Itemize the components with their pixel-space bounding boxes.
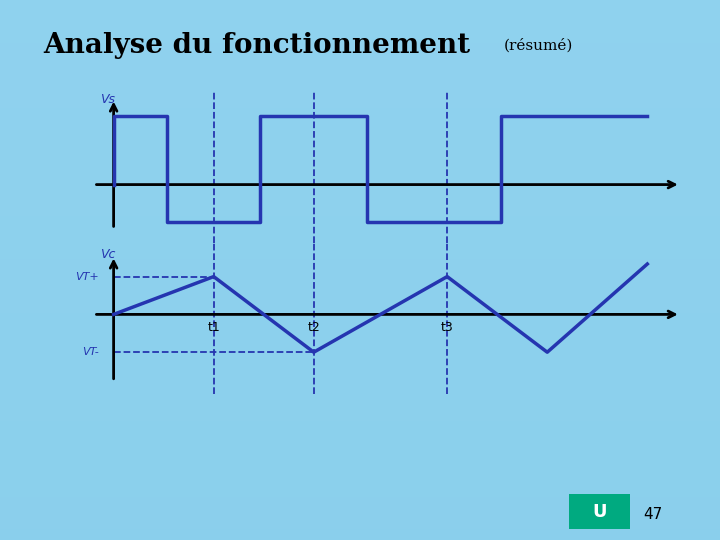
Bar [0,162,720,173]
Bar [0,486,720,497]
Bar [0,227,720,238]
Bar [0,302,720,313]
Text: 47: 47 [643,508,662,523]
Bar [0,270,720,281]
Bar [0,281,720,292]
Bar [0,22,720,32]
Bar [0,32,720,43]
Bar [0,464,720,475]
Bar [0,86,720,97]
Bar [0,184,720,194]
Bar [0,259,720,270]
Bar [0,324,720,335]
Bar [0,194,720,205]
Bar [0,151,720,162]
Text: Analyse du fonctionnement: Analyse du fonctionnement [43,32,470,59]
Text: t1: t1 [207,321,220,334]
Text: U: U [592,503,607,521]
Bar [0,11,720,22]
Bar [0,400,720,410]
Bar [0,238,720,248]
Bar [0,529,720,540]
Bar [0,475,720,486]
Text: Vc: Vc [100,248,116,261]
Bar [0,497,720,508]
Bar [0,432,720,443]
Bar [0,378,720,389]
Text: t2: t2 [307,321,320,334]
Bar [0,173,720,184]
Bar [0,335,720,346]
Bar [0,518,720,529]
Bar [0,119,720,130]
Bar [0,443,720,454]
Bar [0,65,720,76]
Bar [0,54,720,65]
Bar [0,389,720,400]
Text: VT-: VT- [82,347,99,357]
Bar [0,76,720,86]
Text: (résumé): (résumé) [504,38,573,52]
Bar [0,248,720,259]
Text: Vs: Vs [100,93,115,106]
Bar [0,367,720,378]
Bar [0,410,720,421]
Bar [0,508,720,518]
Bar [0,140,720,151]
Bar [0,108,720,119]
Text: VT+: VT+ [75,272,99,281]
Bar [0,216,720,227]
Bar [0,313,720,324]
Bar [0,421,720,432]
Bar [0,130,720,140]
Bar [0,205,720,216]
Bar [0,43,720,54]
Bar [0,454,720,464]
Bar [0,0,720,11]
Bar [0,97,720,108]
Bar [0,356,720,367]
Bar [0,292,720,302]
Text: t3: t3 [441,321,454,334]
Bar [0,346,720,356]
